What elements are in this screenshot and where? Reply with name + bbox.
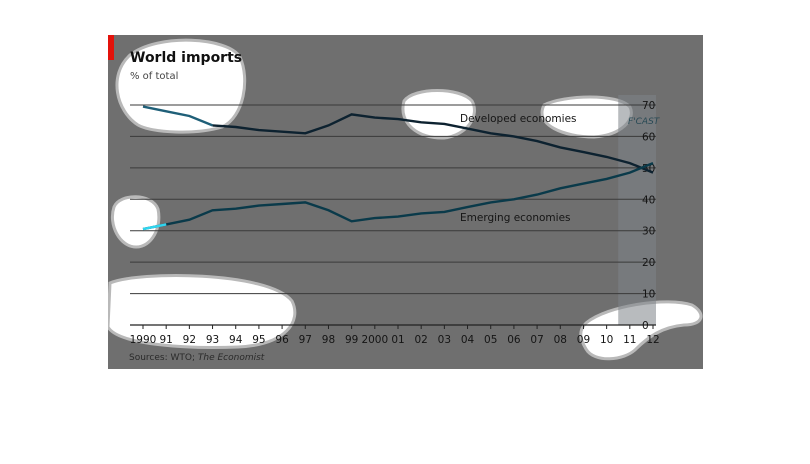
x-tick-label-13: 03	[438, 334, 451, 346]
series-line-developed-highlight	[142, 105, 213, 127]
x-tick-label-22: 12	[646, 334, 659, 346]
x-tick-label-16: 06	[507, 334, 521, 346]
x-axis-ticks	[142, 325, 654, 329]
x-tick-label-15: 05	[484, 334, 497, 346]
series-label-developed: Developed economies	[460, 113, 577, 125]
x-tick-label-1: 91	[159, 334, 172, 346]
x-tick-label-11: 01	[391, 334, 404, 346]
x-tick-label-19: 09	[577, 334, 590, 346]
series-label-emerging: Emerging economies	[460, 212, 571, 224]
source-publication: The Economist	[198, 353, 265, 363]
x-tick-label-20: 10	[600, 334, 613, 346]
y-tick-label-30: 30	[642, 226, 655, 238]
x-tick-label-0: 1990	[130, 334, 157, 346]
x-tick-label-12: 02	[414, 334, 427, 346]
x-tick-label-10: 2000	[361, 334, 388, 346]
source-prefix: Sources: WTO;	[129, 353, 198, 363]
y-tick-label-10: 10	[642, 289, 655, 301]
y-tick-label-20: 20	[642, 257, 655, 269]
x-tick-label-14: 04	[461, 334, 475, 346]
y-tick-label-70: 70	[642, 100, 655, 112]
series-line-developed	[212, 113, 654, 174]
x-tick-label-17: 07	[530, 334, 543, 346]
y-tick-label-40: 40	[642, 194, 655, 206]
series-line-emerging	[142, 161, 654, 231]
y-tick-label-60: 60	[642, 131, 655, 143]
source-note: Sources: WTO; The Economist	[129, 353, 265, 363]
x-tick-label-7: 97	[299, 334, 312, 346]
gridlines	[130, 104, 656, 295]
x-tick-label-3: 93	[206, 334, 219, 346]
chart-title: World imports	[130, 50, 242, 66]
chart-subtitle: % of total	[130, 71, 178, 82]
x-tick-label-4: 94	[229, 334, 243, 346]
x-tick-label-2: 92	[183, 334, 196, 346]
x-tick-label-18: 08	[554, 334, 567, 346]
end-labels-highlight-blob	[579, 300, 703, 361]
x-tick-label-9: 99	[345, 334, 358, 346]
start-point-highlight-blob	[111, 195, 161, 249]
series-line-emerging-highlight	[142, 223, 167, 231]
brand-accent-bar	[108, 35, 114, 60]
x-tick-label-5: 95	[252, 334, 265, 346]
x-tick-label-8: 98	[322, 334, 335, 346]
y-tick-label-0: 0	[642, 320, 649, 332]
forecast-label: F'CAST	[628, 117, 661, 127]
x-tick-label-21: 11	[623, 334, 636, 346]
x-tick-label-6: 96	[275, 334, 289, 346]
forecast-band	[618, 95, 656, 325]
x-axis-labels: 1990 91 92 93 94 95 96 97 98 99 2000 01 02 03 04 05 06 07…	[130, 334, 660, 346]
